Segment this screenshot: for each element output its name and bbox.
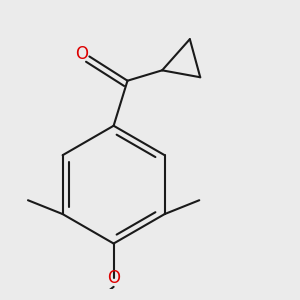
- Text: O: O: [75, 45, 88, 63]
- Text: O: O: [107, 269, 120, 287]
